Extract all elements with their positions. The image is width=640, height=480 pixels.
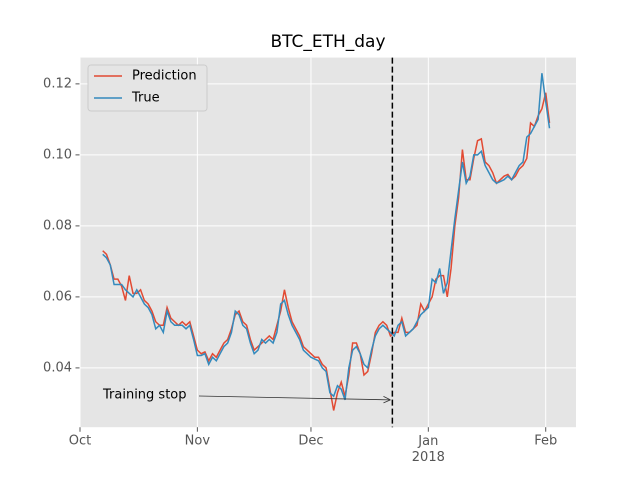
x-tick-label: Oct xyxy=(69,434,91,449)
annotation-arrowhead xyxy=(383,396,391,404)
legend-label: Prediction xyxy=(132,69,197,84)
x-tick-label: Jan 2018 xyxy=(412,434,445,465)
annotation-arrow xyxy=(198,395,391,401)
series-line xyxy=(102,73,551,401)
y-tick-label: 0.04 xyxy=(43,360,72,375)
y-tick-label: 0.12 xyxy=(43,76,72,91)
legend: Prediction True xyxy=(87,64,208,112)
x-tick-label: Feb xyxy=(534,434,557,449)
x-tick-label: Nov xyxy=(185,434,211,449)
chart-title: BTC_ETH_day xyxy=(270,32,385,52)
x-tick-label: Dec xyxy=(298,434,323,449)
plot-area xyxy=(80,57,576,428)
y-tick-label: 0.06 xyxy=(43,289,72,304)
annotation-text: Training stop xyxy=(102,388,187,403)
y-tick-label: 0.10 xyxy=(43,147,72,162)
legend-label: True xyxy=(131,91,160,106)
y-tick-label: 0.08 xyxy=(43,218,72,233)
series-line xyxy=(102,92,551,411)
